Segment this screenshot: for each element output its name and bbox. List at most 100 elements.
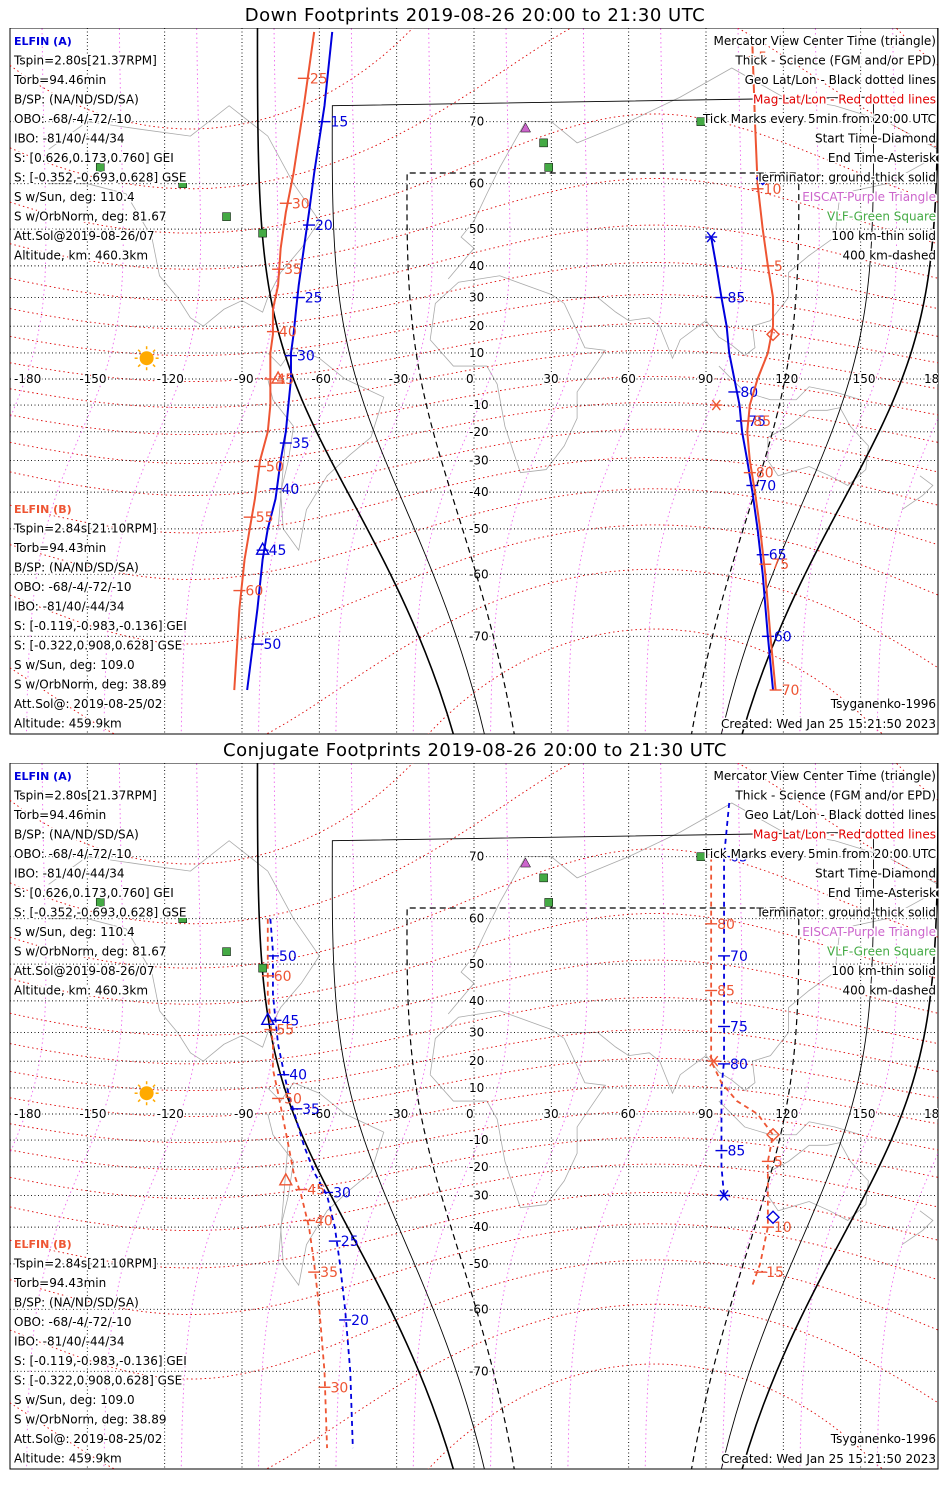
elfin-b-track: 60 55 50 45 40 35 30 80 85 5 10 15 bbox=[261, 856, 792, 1449]
terminator-100km bbox=[331, 831, 875, 1469]
tick-label: 75 bbox=[771, 557, 789, 573]
sun-ray bbox=[152, 1084, 156, 1088]
eiscat-triangle bbox=[520, 857, 531, 868]
lat-tick-label: 40 bbox=[469, 994, 484, 1008]
coastline-1 bbox=[267, 347, 385, 552]
terminators bbox=[256, 28, 938, 734]
elfin-a-info-line: Tspin=2.80s[21.37RPM] bbox=[13, 54, 157, 68]
elfin-b-info-line: Altitude: 459.9km bbox=[14, 717, 122, 731]
mag-lon-line bbox=[103, 28, 202, 734]
mag-lat-line bbox=[10, 262, 938, 330]
legend-item: Tick Marks every 5min from 20:00 UTC bbox=[702, 847, 936, 861]
mag-lat-line bbox=[10, 178, 938, 270]
panel-title-down: Down Footprints 2019-08-26 20:00 to 21:3… bbox=[244, 5, 706, 26]
elfin-a-info-line: B/SP: (NA/ND/SD/SA) bbox=[14, 828, 139, 842]
elfin-b-info-line: Torb=94.43min bbox=[13, 541, 106, 555]
lat-tick-label: -30 bbox=[469, 1188, 489, 1202]
lon-tick-label: -150 bbox=[79, 1107, 106, 1121]
lon-tick-label: -30 bbox=[389, 372, 409, 386]
tick-label: 35 bbox=[284, 262, 302, 278]
lon-tick-label: -120 bbox=[157, 1107, 184, 1121]
vlf-square bbox=[539, 873, 548, 883]
mag-lat-line bbox=[10, 1223, 938, 1315]
mag-lon-line bbox=[876, 416, 938, 734]
elfin-b-info-header: ELFIN (B) bbox=[14, 503, 72, 516]
lat-tick-label: -60 bbox=[469, 1302, 489, 1316]
coastline-0 bbox=[48, 840, 320, 1062]
tick-label: 85 bbox=[717, 983, 735, 999]
elfin-a-center-triangle bbox=[255, 541, 270, 555]
elfin-a-start-diamond bbox=[755, 171, 770, 186]
lon-tick-label: 120 bbox=[775, 372, 798, 386]
lon-tick-label: 0 bbox=[466, 372, 474, 386]
elfin-a-track-line bbox=[710, 236, 775, 691]
legend-item: VLF-Green Square bbox=[827, 945, 936, 959]
mag-lat-line bbox=[10, 1136, 938, 1199]
tick-label: 25 bbox=[305, 291, 323, 307]
lat-tick-label: 70 bbox=[469, 115, 484, 129]
vlf-square bbox=[222, 947, 231, 956]
mag-lon-line bbox=[799, 763, 898, 1469]
tick-label: 55 bbox=[256, 510, 274, 526]
sun-ray bbox=[137, 349, 141, 353]
coastline-0 bbox=[48, 105, 320, 327]
elfin-b-info-line: S: [-0.119,-0.983,-0.136] GEI bbox=[14, 619, 187, 633]
legend-item: Thick - Science (FGM and/or EPD) bbox=[734, 54, 936, 68]
elfin-b-track: 25 30 35 40 45 50 55 60 5 10 5 85 80 75 70 bbox=[233, 31, 799, 699]
mag-lon-line bbox=[490, 763, 588, 1469]
legend-item: End Time-Asterisk bbox=[828, 886, 936, 900]
lat-tick-label: 60 bbox=[469, 912, 484, 926]
lon-tick-label: 0 bbox=[466, 1107, 474, 1121]
lat-tick-label: 60 bbox=[469, 177, 484, 191]
mag-lat-line bbox=[10, 1259, 938, 1380]
mag-lon-line bbox=[567, 763, 666, 1469]
legend-item: 400 km-dashed bbox=[842, 249, 936, 263]
lat-tick-label: -10 bbox=[469, 398, 489, 412]
tick-label: 80 bbox=[756, 466, 774, 482]
elfin-a-info-line: Torb=94.46min bbox=[13, 808, 106, 822]
mag-lat-line bbox=[10, 913, 938, 1005]
elfin-a-info-line: OBO: -68/-4/-72/-10 bbox=[14, 847, 131, 861]
vlf-square bbox=[696, 852, 706, 861]
elfin-a-info: ELFIN (A) Tspin=2.80s[21.37RPM] Torb=94.46… bbox=[12, 769, 189, 1000]
elfin-a-track-line bbox=[269, 918, 354, 1449]
elfin-a-center-triangle bbox=[260, 1011, 275, 1026]
mag-meridians bbox=[10, 763, 938, 1469]
tick-label: 15 bbox=[330, 115, 348, 131]
elfin-b-info-line: IBO: -81/40/-44/34 bbox=[14, 1335, 125, 1349]
lat-tick-label: -10 bbox=[469, 1133, 489, 1147]
lat-tick-label: 10 bbox=[469, 1081, 484, 1095]
sun-ray bbox=[137, 364, 141, 368]
tick-label: 85 bbox=[727, 291, 745, 307]
tick-label: 65 bbox=[769, 548, 787, 564]
coastline-2 bbox=[447, 802, 938, 1015]
elfin-a-info-line: IBO: -81/40/-44/34 bbox=[14, 867, 125, 881]
tick-label: 5 bbox=[774, 1154, 783, 1170]
terminator-400km bbox=[406, 907, 800, 1469]
legend-item: 100 km-thin solid bbox=[831, 964, 936, 978]
elfin-b-info-line: Tspin=2.84s[21.10RPM] bbox=[13, 1257, 157, 1271]
mag-lon-line bbox=[335, 28, 434, 734]
elfin-b-info-line: S: [-0.322,0.908,0.628] GSE bbox=[14, 1374, 182, 1388]
vlf-square bbox=[258, 228, 267, 238]
coastline-1 bbox=[267, 1082, 385, 1287]
lat-tick-label: -20 bbox=[469, 1160, 489, 1174]
elfin-a-track-line bbox=[246, 31, 334, 691]
elfin-b-info-line: OBO: -68/-4/-72/-10 bbox=[14, 580, 131, 594]
elfin-b-track-line bbox=[233, 31, 316, 691]
tick-label: 45 bbox=[269, 543, 287, 559]
elfin-a-info-line: S: [-0.352,-0.693,0.628] GSE bbox=[14, 906, 187, 920]
geo-grid bbox=[10, 763, 938, 1469]
vlf-square bbox=[222, 212, 231, 221]
elfin-a-info-line: S w/Sun, deg: 110.4 bbox=[14, 190, 135, 204]
mag-lat-line bbox=[10, 401, 938, 464]
lat-tick-label: 20 bbox=[469, 1054, 484, 1068]
elfin-b-track-line bbox=[266, 918, 328, 1449]
tick-label: 80 bbox=[730, 1057, 748, 1073]
stations bbox=[95, 117, 706, 238]
map-panel-down: -180 -150 -120 -90 -60 -30 0 30 60 90 120 150 180 70 6… bbox=[9, 28, 939, 735]
elfin-b-info-line: Altitude: 459.9km bbox=[14, 1452, 122, 1466]
elfin-b-track-line bbox=[746, 44, 777, 691]
tick-label: 5 bbox=[758, 50, 767, 66]
vlf-square bbox=[696, 117, 706, 126]
